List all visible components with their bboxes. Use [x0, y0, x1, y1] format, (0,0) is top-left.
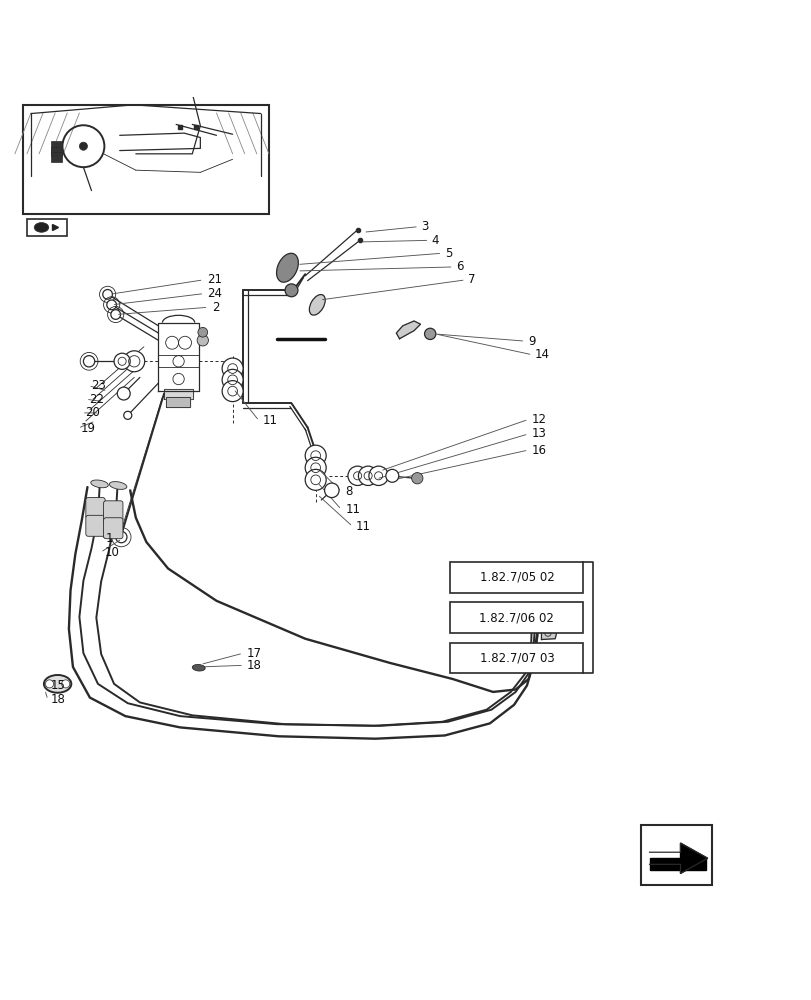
- Bar: [450, 562, 582, 593]
- Circle shape: [531, 619, 538, 625]
- Circle shape: [84, 356, 95, 367]
- Circle shape: [45, 680, 54, 688]
- Text: 11: 11: [355, 520, 371, 533]
- Polygon shape: [541, 619, 557, 640]
- Text: 5: 5: [444, 247, 452, 260]
- Bar: [51, 141, 62, 151]
- Polygon shape: [164, 389, 193, 399]
- Circle shape: [385, 469, 398, 482]
- Text: 12: 12: [531, 413, 546, 426]
- Text: 19: 19: [81, 422, 96, 435]
- Text: 20: 20: [85, 406, 100, 419]
- Circle shape: [424, 328, 436, 340]
- Ellipse shape: [309, 295, 325, 315]
- Bar: [51, 152, 62, 162]
- Circle shape: [103, 290, 112, 299]
- Polygon shape: [165, 397, 190, 407]
- FancyBboxPatch shape: [86, 498, 105, 519]
- Circle shape: [117, 387, 130, 400]
- Text: 21: 21: [207, 273, 221, 286]
- Ellipse shape: [44, 675, 71, 693]
- Text: 11: 11: [262, 414, 277, 427]
- Circle shape: [123, 351, 144, 372]
- Text: 2: 2: [212, 301, 219, 314]
- Circle shape: [79, 142, 88, 150]
- Ellipse shape: [109, 482, 127, 489]
- Bar: [51, 147, 62, 156]
- Bar: [450, 643, 582, 673]
- Circle shape: [347, 466, 367, 485]
- FancyBboxPatch shape: [86, 515, 105, 536]
- Circle shape: [123, 411, 131, 419]
- Text: 11: 11: [345, 503, 360, 516]
- Bar: [27, 219, 67, 236]
- Text: 7: 7: [467, 273, 475, 286]
- Text: 13: 13: [531, 427, 546, 440]
- Text: 1: 1: [105, 532, 113, 545]
- Text: 6: 6: [456, 260, 463, 273]
- Circle shape: [358, 466, 377, 485]
- Circle shape: [324, 483, 339, 498]
- Text: 16: 16: [531, 444, 546, 457]
- Text: 18: 18: [247, 659, 262, 672]
- Text: 22: 22: [89, 393, 104, 406]
- Circle shape: [411, 473, 423, 484]
- Circle shape: [114, 353, 130, 369]
- Circle shape: [107, 300, 116, 310]
- Ellipse shape: [192, 664, 205, 671]
- Text: 14: 14: [534, 348, 549, 361]
- Text: 17: 17: [246, 647, 261, 660]
- Circle shape: [368, 466, 388, 485]
- Circle shape: [305, 445, 326, 466]
- Circle shape: [533, 608, 539, 615]
- Circle shape: [111, 310, 120, 319]
- Text: 8: 8: [345, 485, 353, 498]
- Text: 1.82.7/06 02: 1.82.7/06 02: [478, 611, 554, 624]
- Polygon shape: [649, 858, 705, 870]
- Bar: [641, 825, 711, 885]
- Circle shape: [222, 358, 242, 379]
- Polygon shape: [544, 605, 561, 629]
- Text: 3: 3: [421, 220, 428, 233]
- Bar: [23, 105, 268, 214]
- Text: 18: 18: [51, 693, 66, 706]
- Polygon shape: [158, 323, 199, 391]
- Circle shape: [305, 457, 326, 478]
- Bar: [450, 602, 582, 633]
- Ellipse shape: [531, 608, 541, 615]
- Circle shape: [222, 369, 242, 390]
- Circle shape: [222, 381, 242, 402]
- Circle shape: [305, 469, 326, 490]
- Circle shape: [62, 680, 70, 688]
- Text: 24: 24: [208, 287, 222, 300]
- Circle shape: [115, 531, 127, 543]
- Ellipse shape: [91, 480, 108, 488]
- Text: 10: 10: [105, 546, 119, 559]
- Circle shape: [197, 335, 208, 346]
- Text: 4: 4: [431, 234, 439, 247]
- Circle shape: [198, 327, 208, 337]
- Text: 15: 15: [51, 679, 66, 692]
- Ellipse shape: [530, 619, 539, 625]
- Circle shape: [285, 284, 298, 297]
- Text: 1.82.7/07 03: 1.82.7/07 03: [479, 652, 554, 665]
- Text: 9: 9: [527, 335, 534, 348]
- Ellipse shape: [277, 253, 298, 282]
- Polygon shape: [680, 843, 706, 873]
- Polygon shape: [396, 321, 420, 339]
- FancyBboxPatch shape: [104, 501, 122, 522]
- Text: 23: 23: [92, 379, 106, 392]
- Ellipse shape: [34, 223, 49, 232]
- Text: 1.82.7/05 02: 1.82.7/05 02: [479, 571, 554, 584]
- FancyBboxPatch shape: [104, 518, 122, 539]
